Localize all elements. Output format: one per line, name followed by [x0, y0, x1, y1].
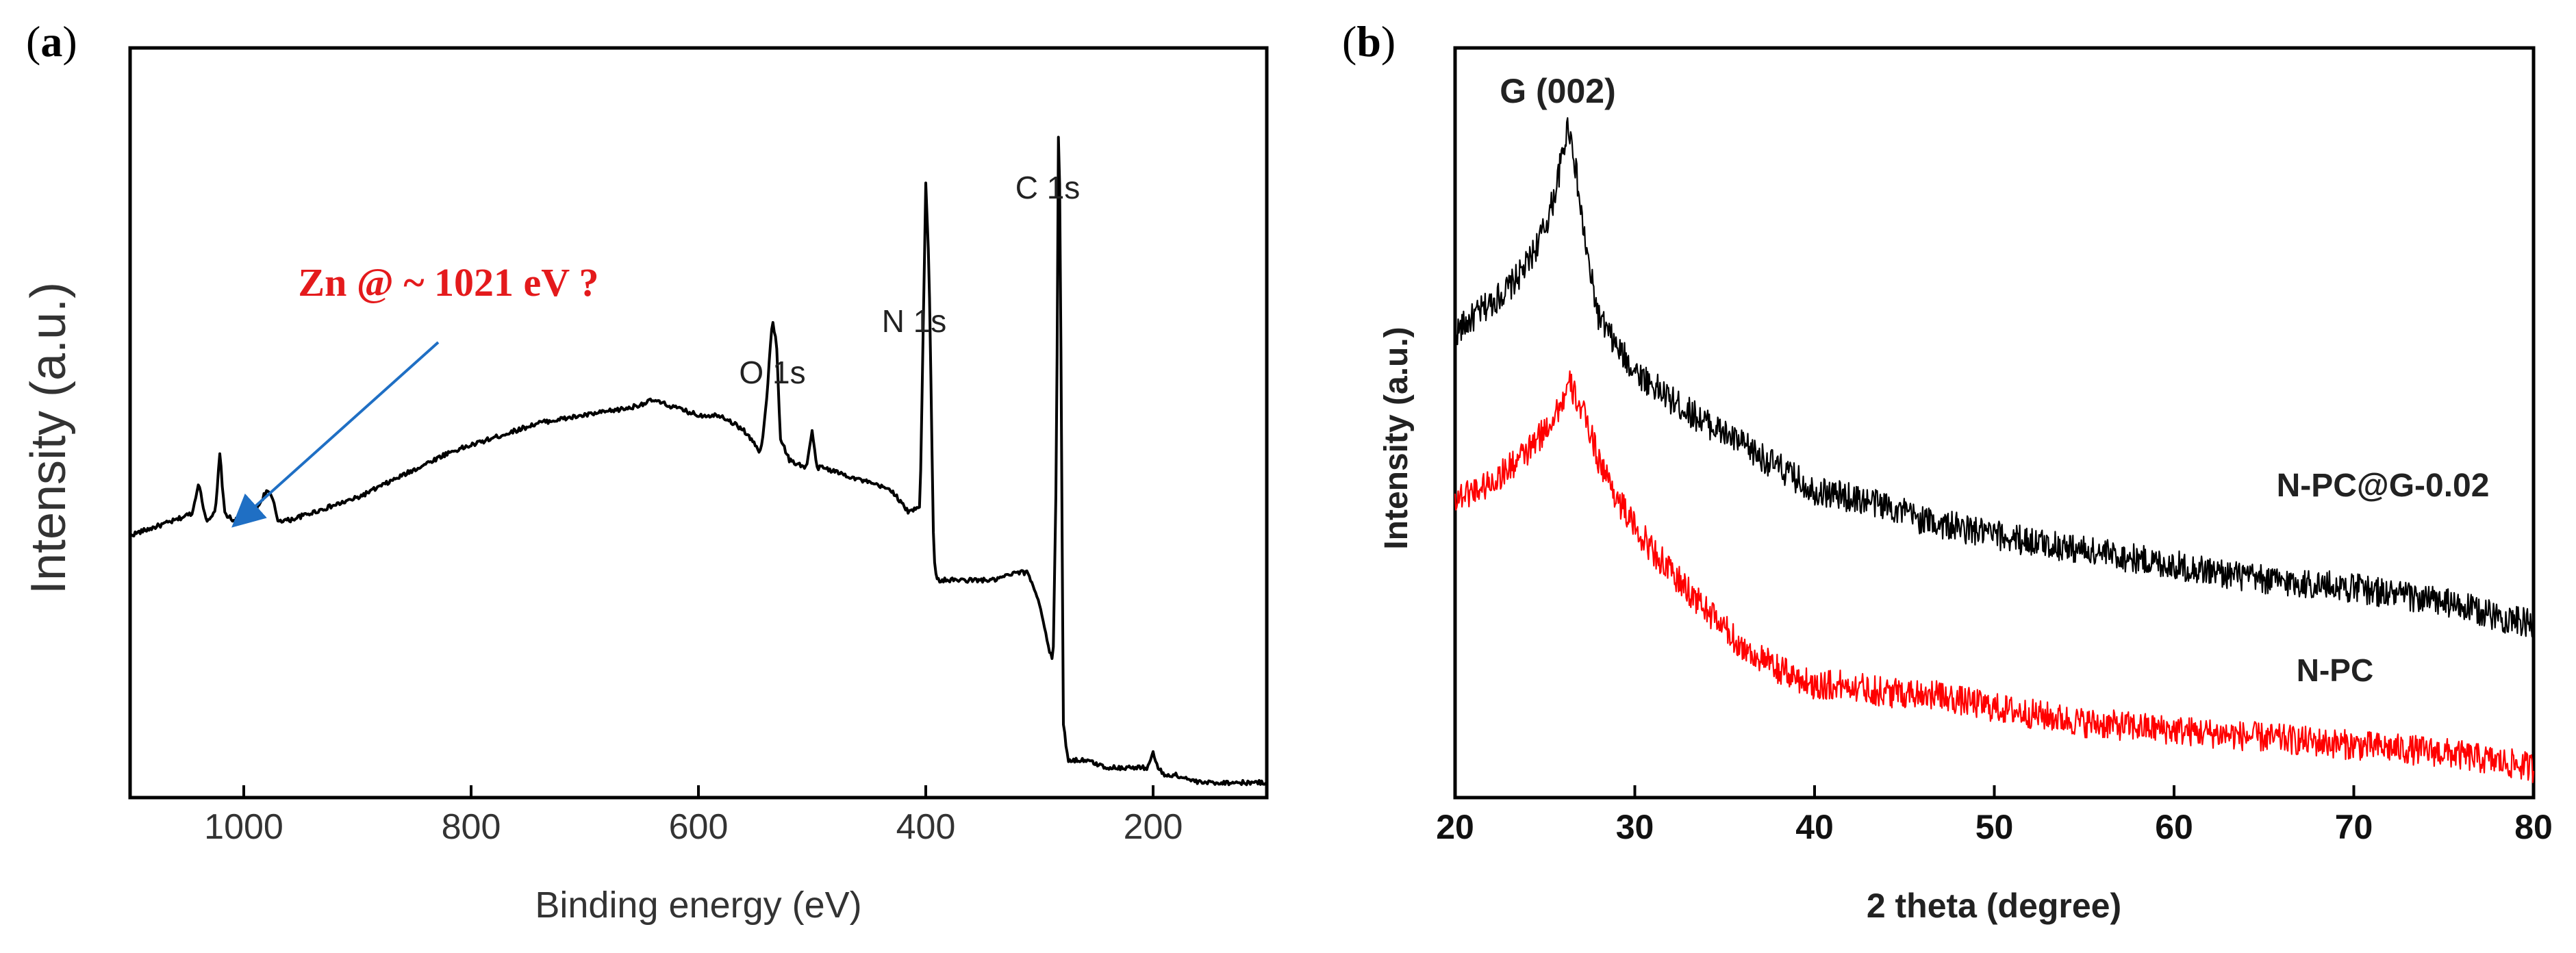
series-line [129, 136, 1268, 787]
annotation-n1s: N 1s [882, 303, 947, 339]
x-tick-label: 20 [1436, 808, 1474, 846]
xrd-chart: 20 30 40 50 60 70 80 2 theta (degree) Intensit… [1378, 46, 2553, 925]
series-line-n-pc [1454, 370, 2535, 783]
annotation-o1s: O 1s [739, 355, 805, 390]
x-tick-label: 30 [1616, 808, 1654, 846]
annotation-g002: G (002) [1500, 72, 1616, 110]
y-axis-label: Intensity (a.u.) [21, 282, 76, 594]
series-group [1454, 117, 2535, 783]
x-axis-ticks: 1000 800 600 400 200 [204, 785, 1183, 847]
panel-a-label: (a) [26, 17, 77, 66]
x-tick-label: 400 [896, 807, 956, 847]
x-tick-label: 60 [2155, 808, 2193, 846]
x-axis-ticks: 20 30 40 50 60 70 80 [1436, 785, 2553, 846]
x-tick-label: 800 [442, 807, 501, 847]
legend-label-npc-g: N-PC@G-0.02 [2277, 468, 2490, 504]
x-axis-label: 2 theta (degree) [1867, 887, 2121, 925]
y-axis-label: Intensity (a.u.) [1378, 327, 1415, 549]
x-tick-label: 200 [1124, 807, 1183, 847]
x-tick-label: 40 [1795, 808, 1834, 846]
x-axis-label: Binding energy (eV) [535, 885, 861, 926]
x-tick-label: 50 [1975, 808, 2014, 846]
x-tick-label: 1000 [204, 807, 283, 847]
xps-chart: 1000 800 600 400 200 Binding energy (eV) Int… [21, 46, 1269, 926]
legend-label-npc: N-PC [2297, 652, 2373, 688]
series-line-n-pc-g-0-02 [1454, 117, 2535, 637]
series-group [129, 136, 1268, 787]
annotation-zn-question: Zn @ ~ 1021 eV ? [298, 260, 598, 305]
annotation-arrow [231, 341, 440, 528]
x-tick-label: 600 [669, 807, 729, 847]
x-tick-label: 70 [2335, 808, 2373, 846]
x-tick-label: 80 [2514, 808, 2553, 846]
annotation-c1s: C 1s [1015, 170, 1081, 205]
plot-area-frame [128, 46, 1269, 800]
panel-b-label: (b) [1342, 17, 1396, 66]
